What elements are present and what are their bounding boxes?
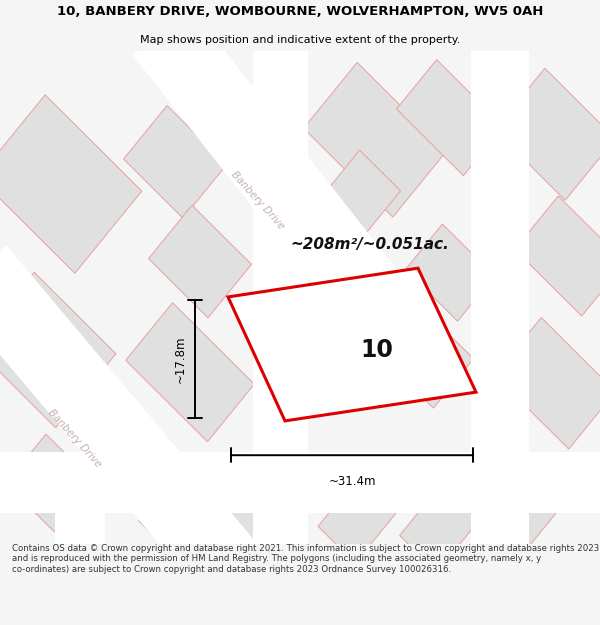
Polygon shape — [0, 246, 277, 621]
Text: ~17.8m: ~17.8m — [174, 335, 187, 382]
Polygon shape — [471, 29, 529, 594]
Polygon shape — [0, 272, 116, 428]
Text: Map shows position and indicative extent of the property.: Map shows position and indicative extent… — [140, 35, 460, 45]
Polygon shape — [318, 469, 402, 563]
Polygon shape — [406, 224, 494, 321]
Text: Banbery Drive: Banbery Drive — [46, 408, 104, 469]
Polygon shape — [6, 434, 94, 532]
Polygon shape — [212, 485, 288, 569]
Polygon shape — [319, 150, 401, 240]
Polygon shape — [481, 473, 559, 559]
Text: ~31.4m: ~31.4m — [328, 475, 376, 488]
Text: 10, BANBERY DRIVE, WOMBOURNE, WOLVERHAMPTON, WV5 0AH: 10, BANBERY DRIVE, WOMBOURNE, WOLVERHAMP… — [57, 5, 543, 18]
Text: Banbery Drive: Banbery Drive — [229, 169, 287, 232]
Polygon shape — [126, 302, 254, 442]
Polygon shape — [494, 68, 600, 200]
Polygon shape — [304, 62, 446, 217]
Polygon shape — [149, 205, 251, 318]
Text: ~208m²/~0.051ac.: ~208m²/~0.051ac. — [290, 238, 449, 252]
Polygon shape — [397, 59, 503, 176]
Polygon shape — [228, 268, 476, 421]
Polygon shape — [253, 29, 308, 594]
Text: 10: 10 — [361, 338, 393, 362]
Polygon shape — [133, 3, 457, 398]
Polygon shape — [0, 95, 142, 273]
Text: Contains OS data © Crown copyright and database right 2021. This information is : Contains OS data © Crown copyright and d… — [12, 544, 599, 574]
Polygon shape — [494, 318, 600, 449]
Polygon shape — [367, 292, 473, 408]
Polygon shape — [0, 452, 600, 513]
Polygon shape — [55, 472, 105, 594]
Polygon shape — [139, 476, 211, 556]
Polygon shape — [124, 106, 226, 218]
Polygon shape — [400, 482, 481, 572]
Polygon shape — [515, 196, 600, 316]
